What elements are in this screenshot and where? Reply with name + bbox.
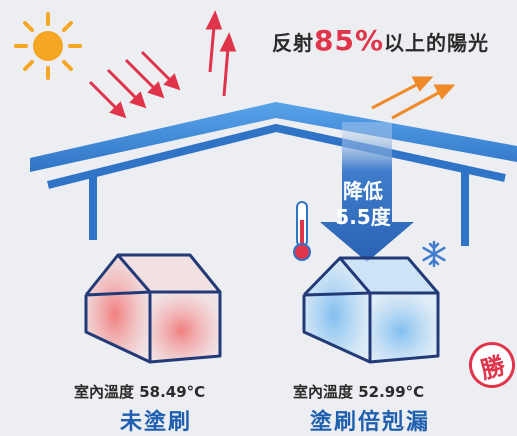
temperature-down-arrow xyxy=(320,122,414,262)
scatter-rays xyxy=(205,10,237,97)
temperature-reduction-label: 降低 5.5度 xyxy=(334,178,392,230)
reflection-headline: 反射85%以上的陽光 xyxy=(272,24,489,57)
headline-prefix: 反射 xyxy=(272,31,314,55)
headline-percent: 85% xyxy=(314,24,385,57)
reduction-line1: 降低 xyxy=(343,179,383,203)
sun-icon xyxy=(14,12,82,80)
uncoated-status-label: 未塗刷 xyxy=(120,410,193,435)
roof-outer xyxy=(30,102,517,172)
reflected-rays xyxy=(371,76,456,120)
thermometer-icon xyxy=(293,201,311,261)
uncoated-house xyxy=(84,253,222,364)
reduction-line2: 5.5度 xyxy=(335,205,391,229)
coated-house xyxy=(302,256,440,364)
incoming-sun-rays xyxy=(88,50,181,119)
uncoated-temp-label: 室內溫度 58.49°C xyxy=(74,383,206,401)
roof-inner xyxy=(47,124,506,189)
coated-status-label: 塗刷倍剋漏 xyxy=(310,410,431,435)
snowflake-icon xyxy=(422,240,446,268)
coated-temp-label: 室內溫度 52.99°C xyxy=(293,383,425,401)
headline-suffix: 以上的陽光 xyxy=(384,31,490,55)
